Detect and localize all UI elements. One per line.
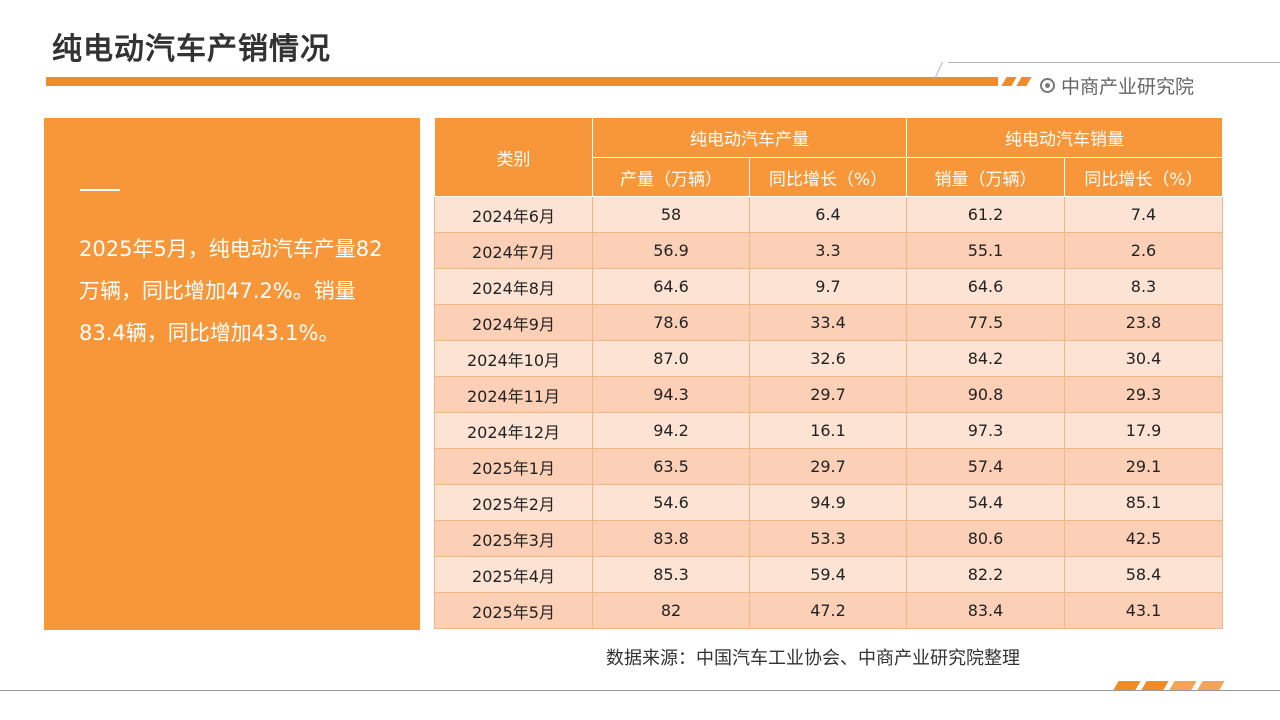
table-cell: 56.9	[592, 232, 750, 269]
table-cell: 58	[592, 196, 750, 233]
table-row: 2024年11月 94.3 29.7 90.8 29.3	[434, 376, 1223, 413]
table-cell: 33.4	[749, 304, 907, 341]
month-cell: 2024年7月	[434, 232, 593, 269]
source-note: 数据来源：中国汽车工业协会、中商产业研究院整理	[606, 648, 1020, 669]
month-cell: 2025年1月	[434, 448, 593, 485]
table-cell: 78.6	[592, 304, 750, 341]
table-row: 2024年8月 64.6 9.7 64.6 8.3	[434, 268, 1223, 305]
brand-logo: 中商产业研究院	[1040, 72, 1194, 99]
table-cell: 83.4	[906, 592, 1065, 629]
page-title: 纯电动汽车产销情况	[52, 32, 331, 67]
table-cell: 94.3	[592, 376, 750, 413]
table-cell: 80.6	[906, 520, 1065, 557]
table-row: 2024年6月 58 6.4 61.2 7.4	[434, 196, 1223, 233]
header-stripe-decoration	[1016, 77, 1032, 86]
table-cell: 94.2	[592, 412, 750, 449]
sales-group-header: 纯电动汽车销量	[906, 117, 1223, 158]
table-row: 2025年5月 82 47.2 83.4 43.1	[434, 592, 1223, 629]
table-cell: 54.6	[592, 484, 750, 521]
table-cell: 58.4	[1064, 556, 1223, 593]
month-cell: 2024年9月	[434, 304, 593, 341]
table-cell: 17.9	[1064, 412, 1223, 449]
summary-dash-decoration	[80, 189, 120, 191]
month-cell: 2025年4月	[434, 556, 593, 593]
title-underline-bar	[46, 77, 998, 86]
table-cell: 7.4	[1064, 196, 1223, 233]
table-cell: 23.8	[1064, 304, 1223, 341]
summary-text: 2025年5月，纯电动汽车产量82万辆，同比增加47.2%。销量83.4辆，同比…	[79, 237, 383, 345]
table-cell: 85.1	[1064, 484, 1223, 521]
table-cell: 55.1	[906, 232, 1065, 269]
table-row: 2024年12月 94.2 16.1 97.3 17.9	[434, 412, 1223, 449]
table-cell: 9.7	[749, 268, 907, 305]
header-stripe-decoration	[1001, 77, 1017, 86]
table-cell: 82.2	[906, 556, 1065, 593]
table-cell: 63.5	[592, 448, 750, 485]
month-cell: 2024年6月	[434, 196, 593, 233]
month-cell: 2024年11月	[434, 376, 593, 413]
table-cell: 6.4	[749, 196, 907, 233]
summary-panel: 2025年5月，纯电动汽车产量82万辆，同比增加47.2%。销量83.4辆，同比…	[44, 118, 420, 630]
table-cell: 59.4	[749, 556, 907, 593]
table-cell: 84.2	[906, 340, 1065, 377]
table-cell: 64.6	[592, 268, 750, 305]
table-cell: 77.5	[906, 304, 1065, 341]
month-cell: 2024年12月	[434, 412, 593, 449]
column-header: 产量（万辆）	[592, 157, 750, 197]
footer-divider-line	[0, 690, 1280, 691]
table-cell: 16.1	[749, 412, 907, 449]
header-divider-line	[948, 62, 1280, 63]
table-cell: 97.3	[906, 412, 1065, 449]
table-row: 2025年2月 54.6 94.9 54.4 85.1	[434, 484, 1223, 521]
brand-name: 中商产业研究院	[1061, 76, 1195, 98]
table-row: 2024年7月 56.9 3.3 55.1 2.6	[434, 232, 1223, 269]
table-cell: 61.2	[906, 196, 1065, 233]
table-cell: 85.3	[592, 556, 750, 593]
table-row: 2024年9月 78.6 33.4 77.5 23.8	[434, 304, 1223, 341]
table-cell: 29.7	[749, 376, 907, 413]
target-icon	[1040, 78, 1055, 93]
footer-stripe-decoration	[1113, 681, 1141, 690]
table-cell: 47.2	[749, 592, 907, 629]
month-cell: 2025年2月	[434, 484, 593, 521]
column-header: 销量（万辆）	[906, 157, 1065, 197]
table-cell: 29.1	[1064, 448, 1223, 485]
table-row: 2025年4月 85.3 59.4 82.2 58.4	[434, 556, 1223, 593]
table-cell: 3.3	[749, 232, 907, 269]
table-cell: 29.7	[749, 448, 907, 485]
table-row: 2024年10月 87.0 32.6 84.2 30.4	[434, 340, 1223, 377]
table-cell: 90.8	[906, 376, 1065, 413]
table-cell: 8.3	[1064, 268, 1223, 305]
production-sales-table: 类别 纯电动汽车产量 纯电动汽车销量 产量（万辆） 同比增长（%） 销量（万辆）…	[434, 117, 1223, 629]
table-cell: 30.4	[1064, 340, 1223, 377]
table-cell: 64.6	[906, 268, 1065, 305]
footer-stripe-decoration	[1141, 681, 1169, 690]
table-cell: 2.6	[1064, 232, 1223, 269]
table-cell: 29.3	[1064, 376, 1223, 413]
column-header: 同比增长（%）	[1064, 157, 1223, 197]
table-cell: 32.6	[749, 340, 907, 377]
footer-stripe-decoration	[1197, 681, 1225, 690]
table-cell: 83.8	[592, 520, 750, 557]
month-cell: 2025年5月	[434, 592, 593, 629]
month-cell: 2025年3月	[434, 520, 593, 557]
table-row: 2025年3月 83.8 53.3 80.6 42.5	[434, 520, 1223, 557]
category-header: 类别	[434, 117, 593, 197]
table-row: 2025年1月 63.5 29.7 57.4 29.1	[434, 448, 1223, 485]
footer-stripe-decoration	[1169, 681, 1197, 690]
month-cell: 2024年10月	[434, 340, 593, 377]
table-cell: 42.5	[1064, 520, 1223, 557]
month-cell: 2024年8月	[434, 268, 593, 305]
column-header: 同比增长（%）	[749, 157, 907, 197]
table-cell: 87.0	[592, 340, 750, 377]
table-cell: 82	[592, 592, 750, 629]
table-cell: 53.3	[749, 520, 907, 557]
production-group-header: 纯电动汽车产量	[592, 117, 907, 158]
table-cell: 54.4	[906, 484, 1065, 521]
table-cell: 43.1	[1064, 592, 1223, 629]
table-cell: 57.4	[906, 448, 1065, 485]
table-cell: 94.9	[749, 484, 907, 521]
